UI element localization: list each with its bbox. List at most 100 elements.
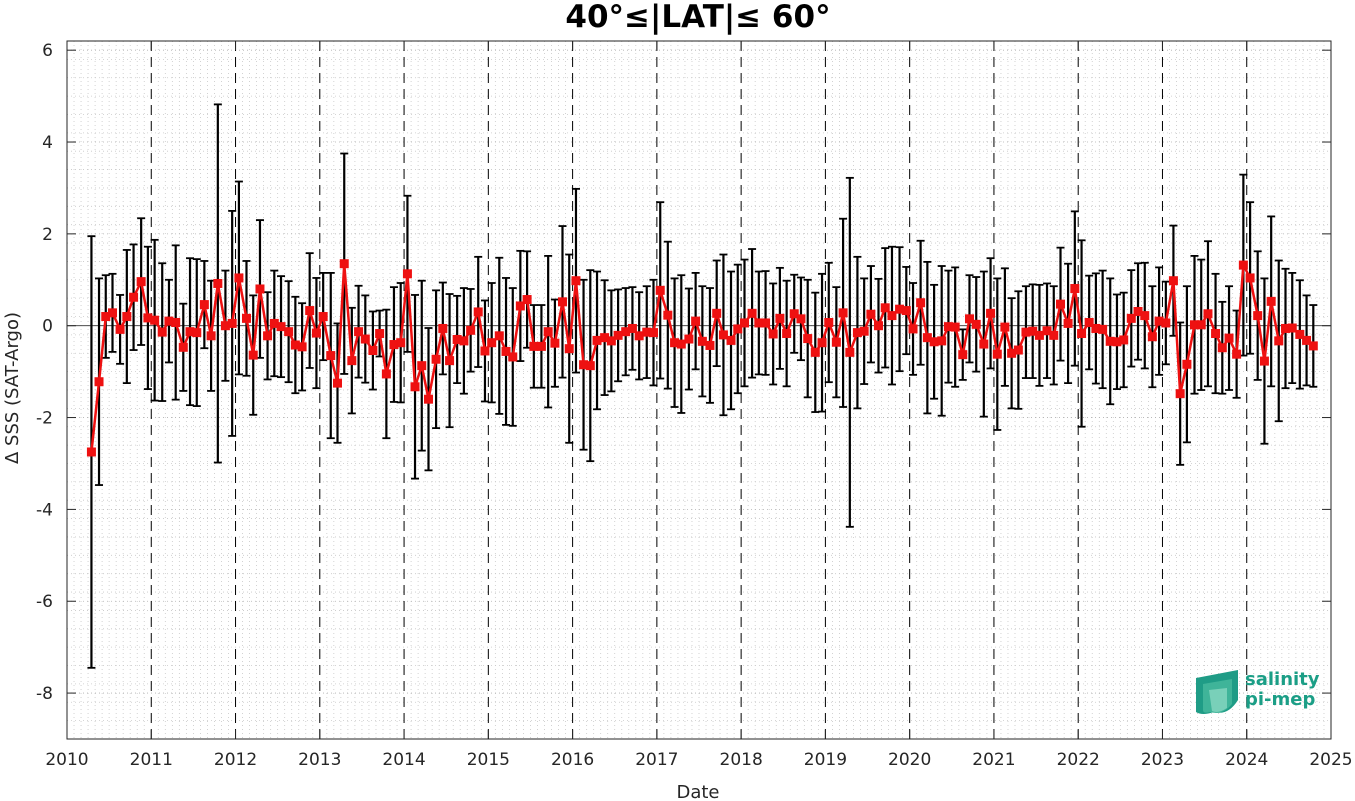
series-delta-sss — [86, 259, 1318, 457]
data-point — [402, 269, 412, 279]
data-point — [213, 278, 223, 288]
data-point — [916, 298, 926, 308]
data-point — [859, 326, 869, 336]
data-point — [263, 331, 273, 341]
data-point — [311, 328, 321, 338]
data-point — [276, 322, 286, 332]
data-point — [775, 313, 785, 323]
y-axis-label: Δ SSS (SAT-Argo) — [2, 312, 23, 464]
data-point — [726, 335, 736, 345]
data-point — [171, 317, 181, 327]
x-tick-label: 2025 — [1309, 750, 1352, 770]
data-point — [1056, 299, 1066, 309]
data-point — [424, 394, 434, 404]
data-point — [410, 382, 420, 392]
data-point — [571, 276, 581, 286]
data-point — [396, 338, 406, 348]
data-point — [718, 330, 728, 340]
salinity-pimep-logo: salinity pi-mep — [1196, 669, 1320, 714]
data-point — [691, 316, 701, 326]
data-point — [1070, 284, 1080, 294]
data-point — [958, 350, 968, 360]
data-point — [318, 312, 328, 322]
data-point — [1147, 332, 1157, 342]
data-point — [817, 338, 827, 348]
data-point — [655, 285, 665, 295]
data-point — [810, 347, 820, 357]
data-point — [515, 301, 525, 311]
data-point — [284, 327, 294, 337]
y-tick-label: 0 — [42, 317, 53, 337]
data-point — [648, 328, 658, 338]
data-point — [360, 334, 370, 344]
data-point — [873, 321, 883, 331]
data-point — [1161, 318, 1171, 328]
data-point — [94, 377, 104, 387]
axes-frame — [66, 40, 1332, 740]
y-tick-label: -8 — [36, 684, 53, 704]
data-point — [1175, 389, 1185, 399]
data-point — [1224, 333, 1234, 343]
data-point — [1232, 349, 1242, 359]
x-axis-label: Date — [676, 782, 719, 801]
data-point — [796, 314, 806, 324]
data-point — [522, 295, 532, 305]
data-point — [1182, 359, 1192, 369]
x-tick-label: 2014 — [382, 750, 425, 770]
data-point — [347, 356, 357, 366]
plot-frame — [66, 40, 1332, 740]
data-point — [733, 324, 743, 334]
data-point — [375, 329, 385, 339]
x-tick-label: 2019 — [804, 750, 847, 770]
data-point — [613, 330, 623, 340]
data-point — [192, 328, 202, 338]
data-point — [326, 351, 336, 361]
data-point — [1274, 336, 1284, 346]
data-point — [536, 341, 546, 351]
data-point — [705, 340, 715, 350]
data-point — [663, 310, 673, 320]
x-tick-label: 2010 — [45, 750, 88, 770]
data-point — [305, 306, 315, 316]
data-point — [508, 352, 518, 362]
x-tick-label: 2022 — [1057, 750, 1100, 770]
x-tick-label: 2013 — [298, 750, 341, 770]
x-tick-label: 2011 — [130, 750, 173, 770]
data-point — [1042, 326, 1052, 336]
data-point — [1308, 341, 1318, 351]
data-point — [473, 307, 483, 317]
data-point — [255, 284, 265, 294]
data-point — [564, 344, 574, 354]
data-point — [697, 336, 707, 346]
x-tick-label: 2015 — [467, 750, 510, 770]
data-point — [115, 324, 125, 334]
data-point — [1211, 329, 1221, 339]
data-point — [1238, 260, 1248, 270]
tick-labels: 2010 2011 2012 2013 2014 2015 2016 2017 2018 2019… — [36, 41, 1353, 770]
data-point — [1000, 322, 1010, 332]
y-tick-label: -2 — [36, 409, 53, 429]
year-separators — [150, 41, 1248, 739]
y-tick-label: 2 — [42, 225, 53, 245]
data-point — [543, 327, 553, 337]
data-point — [122, 312, 132, 322]
data-point — [1203, 309, 1213, 319]
data-point — [824, 317, 834, 327]
y-tick-label: 6 — [42, 41, 53, 61]
data-point — [529, 341, 539, 351]
chart-title: 40°≤|LAT|≤ 60° — [565, 0, 830, 35]
data-point — [150, 315, 160, 325]
data-point — [880, 303, 890, 313]
data-point — [866, 309, 876, 319]
data-point — [585, 361, 595, 371]
data-point — [684, 334, 694, 344]
data-point — [354, 327, 364, 337]
data-point — [1295, 329, 1305, 339]
data-point — [929, 337, 939, 347]
data-point — [108, 308, 118, 318]
x-tick-label: 2018 — [720, 750, 763, 770]
data-point — [487, 338, 497, 348]
y-tick-label: 4 — [42, 133, 53, 153]
data-point — [803, 334, 813, 344]
